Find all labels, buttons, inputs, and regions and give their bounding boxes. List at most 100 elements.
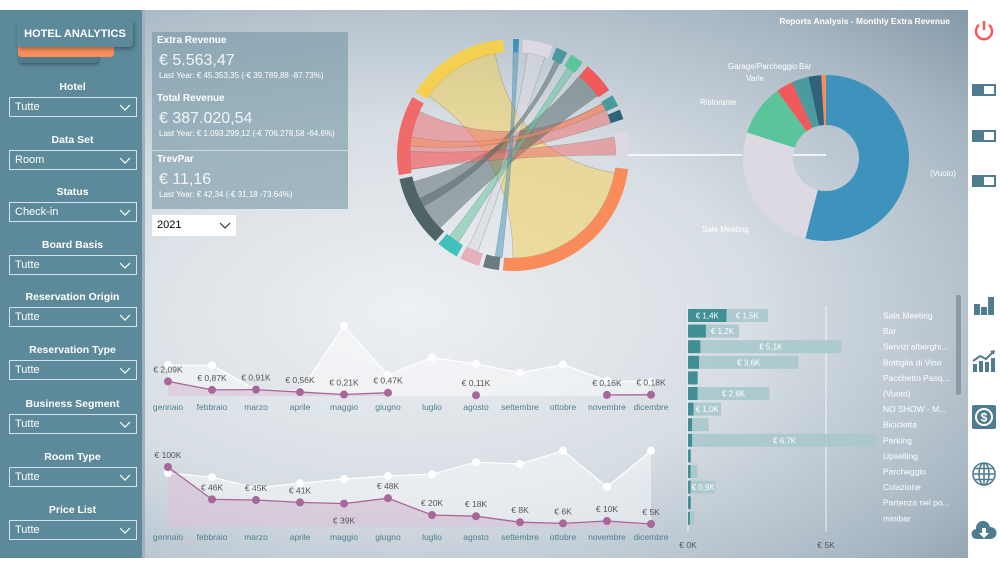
- trend-chart-icon[interactable]: [971, 348, 997, 374]
- donut-slice[interactable]: [747, 90, 807, 148]
- filter-dropdown-room-type[interactable]: Tutte: [9, 467, 137, 487]
- toggle-icon[interactable]: [971, 77, 997, 103]
- bar-current[interactable]: [688, 355, 700, 369]
- filter-dropdown-price-list[interactable]: Tutte: [9, 520, 137, 540]
- bar-current[interactable]: [688, 418, 693, 432]
- last-year-point[interactable]: [472, 458, 480, 467]
- last-year-point[interactable]: [428, 353, 436, 362]
- chord-arc[interactable]: [415, 39, 505, 99]
- last-year-point[interactable]: [164, 361, 172, 370]
- last-year-point[interactable]: [472, 359, 480, 368]
- chord-arc[interactable]: [521, 39, 553, 59]
- last-year-point[interactable]: [647, 446, 655, 455]
- chord-arc[interactable]: [601, 95, 619, 112]
- chord-arc[interactable]: [399, 176, 445, 242]
- donut-slice[interactable]: [792, 76, 820, 128]
- bar-last-year[interactable]: [726, 309, 769, 322]
- brand-button[interactable]: HOTEL ANALYTICS: [17, 20, 133, 47]
- last-year-point[interactable]: [516, 460, 524, 468]
- last-year-point[interactable]: [516, 368, 524, 377]
- last-year-point[interactable]: [647, 378, 655, 386]
- scrollbar[interactable]: [956, 295, 961, 395]
- chord-arc[interactable]: [564, 54, 583, 73]
- dollar-icon[interactable]: $: [971, 404, 997, 430]
- chord-diagram[interactable]: [396, 39, 629, 271]
- bar-current[interactable]: [688, 433, 693, 447]
- chord-arc[interactable]: [438, 233, 464, 257]
- globe-icon[interactable]: [971, 461, 997, 487]
- last-year-point[interactable]: [603, 376, 611, 385]
- donut-slice[interactable]: [777, 82, 813, 132]
- bar-current[interactable]: [688, 324, 706, 338]
- filter-dropdown-hotel[interactable]: Tutte: [9, 97, 137, 117]
- current-point[interactable]: [208, 385, 216, 394]
- filter-dropdown-board-basis[interactable]: Tutte: [9, 255, 137, 275]
- bar-last-year[interactable]: [705, 324, 740, 338]
- last-year-point[interactable]: [559, 360, 567, 369]
- toggle-icon[interactable]: [971, 123, 997, 149]
- bar-current[interactable]: [688, 387, 698, 400]
- current-point[interactable]: [647, 390, 655, 399]
- chord-arc[interactable]: [613, 130, 629, 155]
- chord-arc[interactable]: [607, 109, 624, 124]
- current-point[interactable]: [603, 390, 611, 399]
- current-point[interactable]: [647, 520, 655, 528]
- bar-current[interactable]: [688, 496, 691, 510]
- current-point[interactable]: [516, 518, 524, 527]
- filter-dropdown-reservation-origin[interactable]: Tutte: [9, 307, 137, 327]
- bar-current[interactable]: [688, 449, 691, 463]
- bar-last-year[interactable]: [697, 387, 770, 400]
- current-point[interactable]: [603, 517, 611, 525]
- chord-arc[interactable]: [502, 167, 629, 271]
- last-year-point[interactable]: [559, 446, 567, 455]
- donut-slice[interactable]: [743, 132, 818, 239]
- bar-last-year[interactable]: [699, 355, 799, 369]
- chord-arc[interactable]: [396, 97, 424, 176]
- last-year-point[interactable]: [428, 470, 436, 479]
- current-point[interactable]: [252, 496, 260, 504]
- bar-last-year[interactable]: [693, 402, 722, 416]
- bar-current[interactable]: [688, 465, 691, 478]
- last-year-point[interactable]: [164, 469, 172, 477]
- last-year-point[interactable]: [384, 371, 392, 379]
- chord-arc[interactable]: [513, 39, 520, 53]
- donut-slice[interactable]: [821, 75, 826, 126]
- filter-dropdown-data-set[interactable]: Room: [9, 150, 137, 170]
- filter-dropdown-status[interactable]: Check-in: [9, 202, 137, 222]
- bar-current[interactable]: [688, 480, 691, 494]
- last-year-point[interactable]: [603, 482, 611, 491]
- chord-ribbon[interactable]: [494, 51, 519, 258]
- donut-slice[interactable]: [805, 75, 910, 241]
- last-year-point[interactable]: [208, 361, 216, 370]
- bar-last-year[interactable]: [689, 511, 695, 525]
- current-point[interactable]: [384, 494, 392, 503]
- current-point[interactable]: [252, 385, 260, 394]
- donut-chart[interactable]: (Vuoto) Sale Meeting Ristorante Varie Garage…: [700, 62, 956, 241]
- filter-dropdown-reservation-type[interactable]: Tutte: [9, 360, 137, 380]
- current-point[interactable]: [164, 463, 172, 471]
- bar-current[interactable]: [688, 511, 690, 525]
- current-point[interactable]: [296, 388, 304, 397]
- chord-arc[interactable]: [551, 47, 568, 65]
- last-year-point[interactable]: [296, 479, 304, 488]
- current-point[interactable]: [208, 495, 216, 504]
- current-point[interactable]: [296, 498, 304, 507]
- bar-last-year[interactable]: [692, 433, 878, 447]
- toggle-icon[interactable]: [971, 168, 997, 194]
- current-point[interactable]: [472, 512, 480, 521]
- bar-last-year[interactable]: [690, 465, 698, 478]
- current-point[interactable]: [472, 391, 480, 400]
- current-point[interactable]: [164, 377, 172, 386]
- bar-current[interactable]: [688, 309, 727, 322]
- last-year-point[interactable]: [340, 475, 348, 483]
- current-point[interactable]: [340, 499, 348, 508]
- chord-arc[interactable]: [579, 66, 610, 98]
- year-dropdown[interactable]: 2021: [152, 215, 236, 236]
- current-point[interactable]: [428, 511, 436, 519]
- chord-arc[interactable]: [460, 246, 483, 266]
- last-year-point[interactable]: [208, 473, 216, 482]
- bar-current[interactable]: [688, 402, 694, 416]
- bar-chart-icon[interactable]: [971, 292, 997, 318]
- last-year-point[interactable]: [252, 484, 260, 492]
- bar-current[interactable]: [688, 371, 698, 385]
